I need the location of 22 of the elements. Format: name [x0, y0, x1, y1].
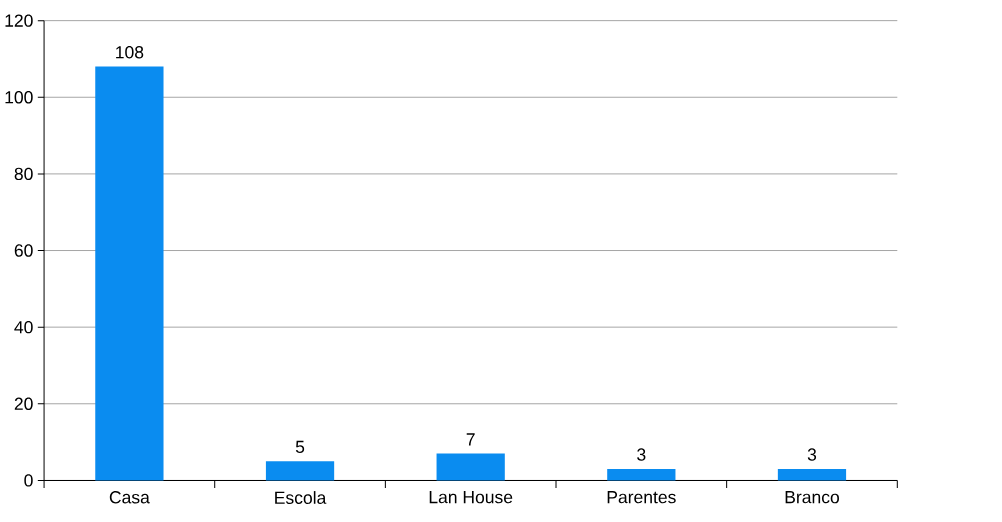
x-tick-label: Escola	[275, 491, 327, 505]
bar	[265, 461, 335, 481]
x-tick-label: Parentes	[607, 491, 676, 504]
bar	[777, 469, 847, 481]
y-tick-label: 0	[24, 474, 33, 487]
y-tick-label: 120	[5, 14, 33, 27]
bar	[607, 469, 676, 481]
x-tick-label: Branco	[785, 491, 839, 504]
data-label: 5	[295, 441, 305, 454]
data-label: 3	[637, 448, 646, 461]
bar	[436, 453, 505, 481]
data-label: 7	[466, 433, 475, 446]
y-tick-label: 60	[14, 244, 33, 257]
x-tick-label: Lan House	[429, 491, 513, 504]
y-tick-label: 40	[14, 321, 33, 334]
y-tick-label: 100	[5, 91, 33, 104]
y-tick-label: 80	[14, 167, 33, 181]
data-label: 3	[807, 448, 817, 461]
bar	[95, 66, 164, 481]
data-label: 108	[116, 46, 144, 59]
x-tick-label: Casa	[109, 491, 150, 504]
y-tick-label: 20	[14, 397, 33, 411]
